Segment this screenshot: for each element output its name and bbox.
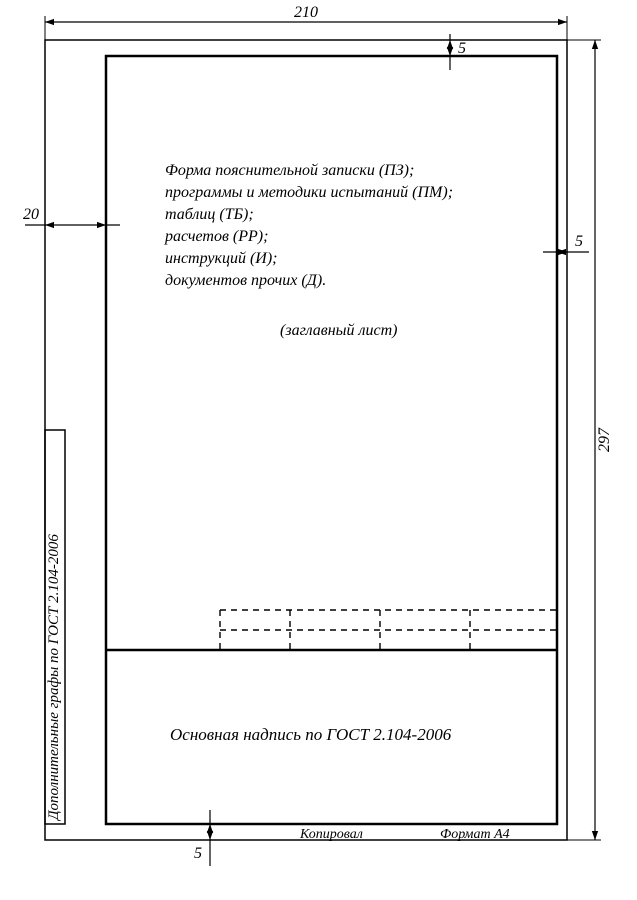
body-text-line: таблиц (ТБ); [165, 206, 254, 223]
footer-copied: Копировал [299, 827, 363, 842]
body-text-line: инструкций (И); [165, 250, 278, 267]
body-text-line: расчетов (РР); [164, 228, 268, 245]
gost-frame-diagram: 210 297 20 5 5 5 Форма пояснительной записки (… [0, 0, 637, 900]
dim-width-label: 210 [294, 4, 318, 21]
body-text-line: программы и методики испытаний (ПМ); [165, 184, 453, 201]
body-text-line: документов прочих (Д). [165, 272, 326, 289]
body-text-line: Форма пояснительной записки (ПЗ); [165, 162, 414, 179]
body-subtitle: (заглавный лист) [280, 322, 397, 339]
dim-height-label: 297 [596, 427, 613, 452]
dim-bottom-margin-label: 5 [194, 845, 202, 862]
side-label: Дополнительные графы по ГОСТ 2.104-2006 [46, 534, 62, 822]
dim-right-margin-label: 5 [575, 233, 583, 250]
dim-left-margin-label: 20 [23, 206, 39, 223]
title-block-label: Основная надпись по ГОСТ 2.104-2006 [170, 725, 452, 744]
footer-format: Формат А4 [440, 827, 510, 842]
dim-top-margin-label: 5 [458, 40, 466, 57]
